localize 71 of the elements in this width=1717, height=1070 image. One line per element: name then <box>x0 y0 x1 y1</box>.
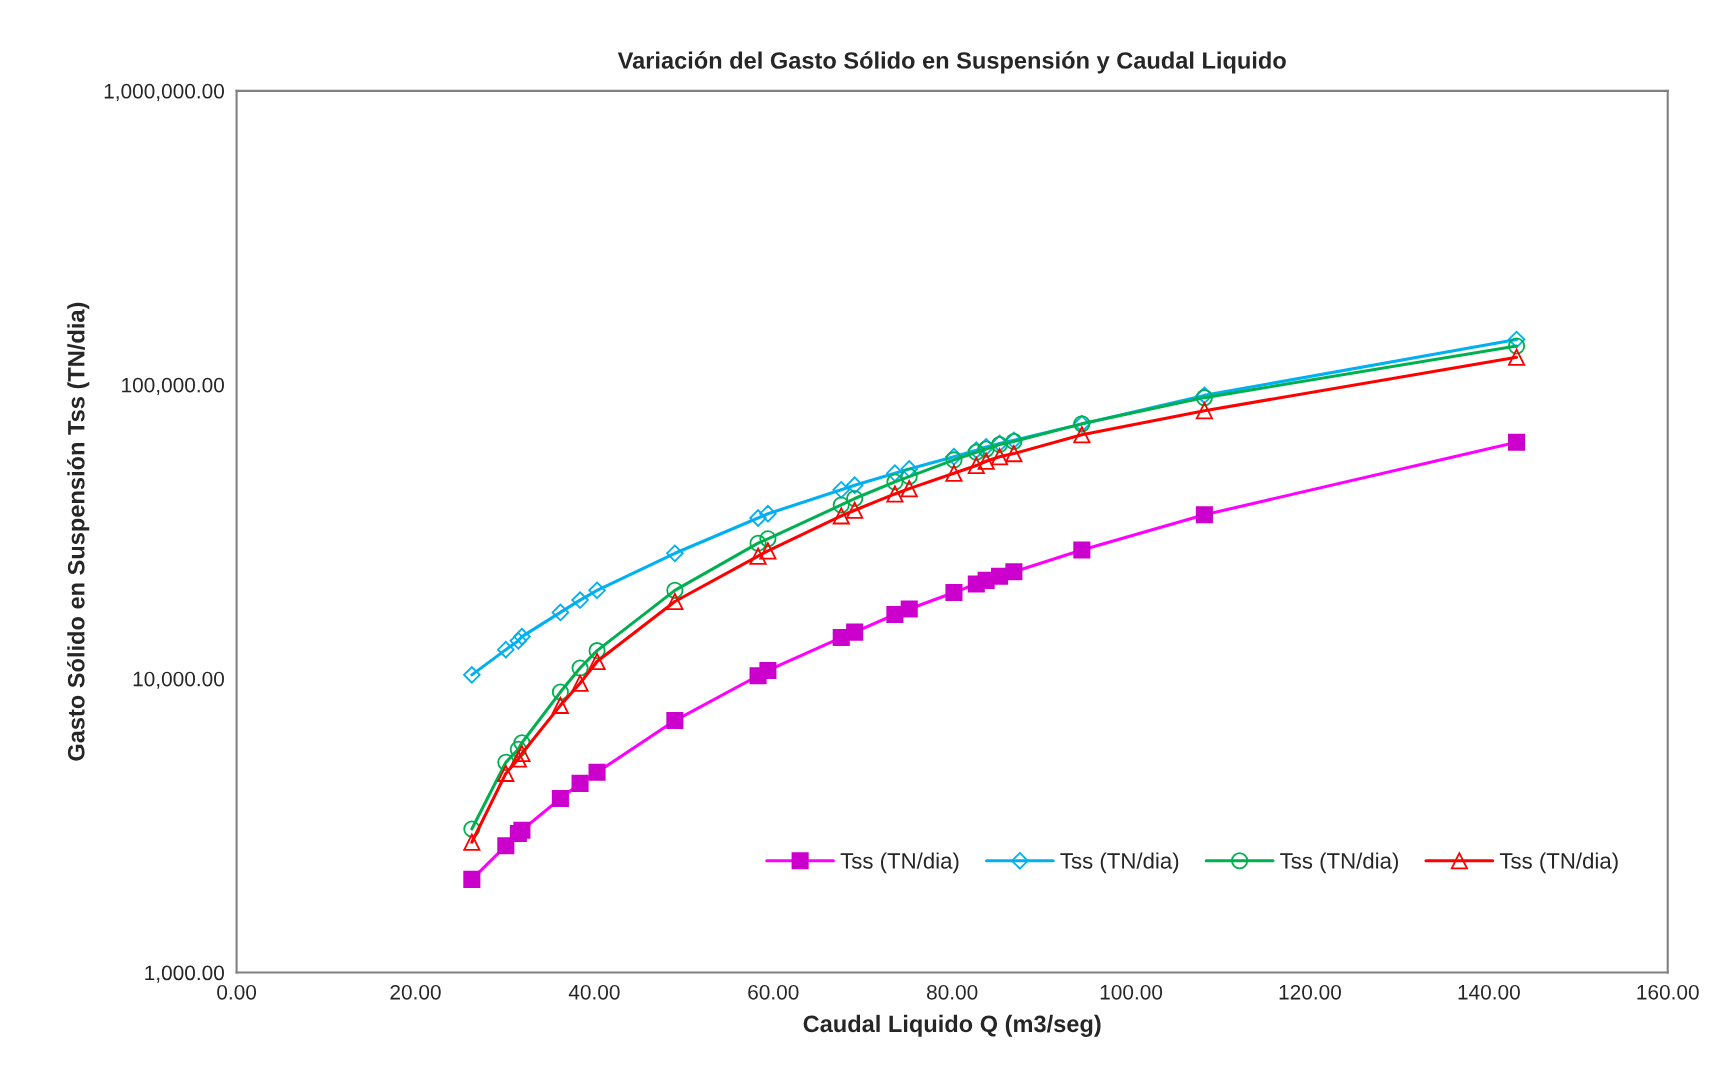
point <box>509 632 528 650</box>
x-tick-label: 80.00 <box>927 984 978 1000</box>
point <box>1508 348 1526 366</box>
chart-title: Variación del Gasto Sólido en Suspensión y Caudal Liquido <box>617 51 1286 74</box>
x-tick-label: 140.00 <box>1458 984 1520 1000</box>
point <box>977 452 995 470</box>
point <box>497 764 515 782</box>
y-tick-label: 10,000.00 <box>133 671 224 689</box>
y-tick-label: 1,000.00 <box>145 965 224 983</box>
x-tick-label: 100.00 <box>1100 984 1163 1000</box>
point <box>463 820 481 838</box>
point <box>1507 330 1526 349</box>
point <box>886 464 904 482</box>
point <box>1005 445 1023 463</box>
point <box>886 485 904 503</box>
x-tick-label: 20.00 <box>390 984 441 1000</box>
x-tick-label: 0.00 <box>217 984 257 1000</box>
point <box>900 460 918 478</box>
point <box>749 534 767 552</box>
point <box>845 476 864 495</box>
point <box>513 627 531 646</box>
point <box>832 496 850 514</box>
point <box>551 683 569 701</box>
point <box>513 745 531 763</box>
point <box>666 592 684 611</box>
point <box>832 507 850 525</box>
point <box>945 464 963 482</box>
legend-label: Tss (TN/dia) <box>1499 852 1618 874</box>
point <box>749 547 767 565</box>
point <box>886 473 904 491</box>
point <box>551 696 569 714</box>
point <box>759 504 777 523</box>
y-axis-title: Gasto Sólido en Suspensión Tss (TN/dia) <box>67 302 90 761</box>
point <box>588 652 606 671</box>
point <box>463 666 481 684</box>
x-tick-label: 160.00 <box>1637 984 1699 1000</box>
x-tick-label: 40.00 <box>568 984 620 1000</box>
point <box>571 591 589 609</box>
point <box>846 501 864 519</box>
point <box>509 750 527 768</box>
point <box>588 642 606 660</box>
point <box>967 456 985 475</box>
point <box>945 451 963 469</box>
x-axis-title: Caudal Liquido Q (m3/seg) <box>803 1014 1101 1037</box>
x-tick-label: 120.00 <box>1279 984 1341 1000</box>
point <box>666 581 684 599</box>
legend-label: Tss (TN/dia) <box>840 852 959 874</box>
point <box>463 833 481 851</box>
point <box>900 480 918 498</box>
point <box>945 447 963 466</box>
point <box>588 581 606 600</box>
point <box>846 489 864 508</box>
legend-label: Tss (TN/dia) <box>1060 852 1179 874</box>
point <box>749 509 767 527</box>
point <box>991 448 1009 466</box>
point <box>832 481 851 499</box>
point <box>759 542 777 560</box>
legend-label: Tss (TN/dia) <box>1280 852 1398 874</box>
x-tick-label: 60.00 <box>748 984 799 1000</box>
point <box>666 544 684 563</box>
point <box>759 530 777 548</box>
point <box>571 659 589 677</box>
point <box>900 468 918 486</box>
point <box>571 674 589 692</box>
point <box>1073 426 1091 444</box>
point <box>1195 402 1213 420</box>
point <box>1508 337 1526 355</box>
y-tick-label: 1,000,000.00 <box>104 83 224 102</box>
point <box>497 640 515 659</box>
y-tick-label: 100,000.00 <box>122 377 224 395</box>
point <box>551 603 570 622</box>
